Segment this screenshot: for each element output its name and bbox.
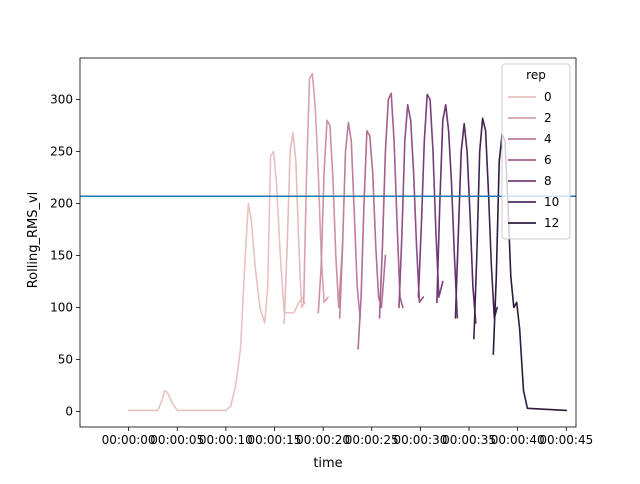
- x-tick-label: 00:00:45: [539, 433, 593, 447]
- legend-label-rep-2: 2: [544, 111, 552, 125]
- y-tick-label: 300: [50, 93, 73, 107]
- series-line-rep-3: [317, 119, 344, 314]
- legend-title: rep: [526, 68, 546, 82]
- x-tick-label: 00:00:10: [199, 433, 253, 447]
- y-tick-label: 100: [50, 300, 73, 314]
- legend-label-rep-4: 4: [544, 132, 552, 146]
- y-axis-label: Rolling_RMS_vl: [26, 192, 41, 289]
- series-line-rep-2: [302, 72, 329, 304]
- legend-label-rep-12: 12: [544, 216, 559, 230]
- y-tick-label: 200: [50, 197, 73, 211]
- series-line-rep-11: [473, 117, 499, 340]
- x-tick-label: 00:00:35: [442, 433, 496, 447]
- legend-label-rep-6: 6: [544, 153, 552, 167]
- x-tick-label: 00:00:25: [345, 433, 399, 447]
- series-line-rep-6: [378, 92, 404, 319]
- legend-label-rep-8: 8: [544, 174, 552, 188]
- y-tick-label: 150: [50, 248, 73, 262]
- y-tick-label: 250: [50, 145, 73, 159]
- x-tick-label: 00:00:05: [150, 433, 204, 447]
- x-tick-label: 00:00:20: [296, 433, 350, 447]
- y-tick-label: 0: [65, 404, 73, 418]
- series-line-rep-0: [127, 150, 305, 412]
- plot-area: [80, 72, 576, 412]
- x-tick-label: 00:00:40: [491, 433, 545, 447]
- x-axis-label: time: [313, 456, 342, 471]
- legend-label-rep-10: 10: [544, 195, 559, 209]
- series-line-rep-12: [492, 133, 568, 412]
- series-line-rep-9: [436, 104, 459, 319]
- series-line-rep-4: [338, 121, 361, 319]
- series-line-rep-1: [283, 132, 306, 324]
- axes: 00:00:0000:00:0500:00:1000:00:1500:00:20…: [50, 57, 593, 447]
- x-tick-label: 00:00:30: [393, 433, 447, 447]
- series-line-rep-5: [357, 130, 387, 350]
- plot-frame: [79, 57, 577, 428]
- legend-box: [501, 63, 571, 240]
- x-tick-label: 00:00:00: [102, 433, 156, 447]
- y-tick-label: 50: [58, 352, 73, 366]
- series-line-rep-10: [454, 122, 477, 324]
- legend-label-rep-0: 0: [544, 90, 552, 104]
- x-tick-label: 00:00:15: [248, 433, 302, 447]
- legend: rep 0 2 4 6 8 10 12: [501, 63, 571, 240]
